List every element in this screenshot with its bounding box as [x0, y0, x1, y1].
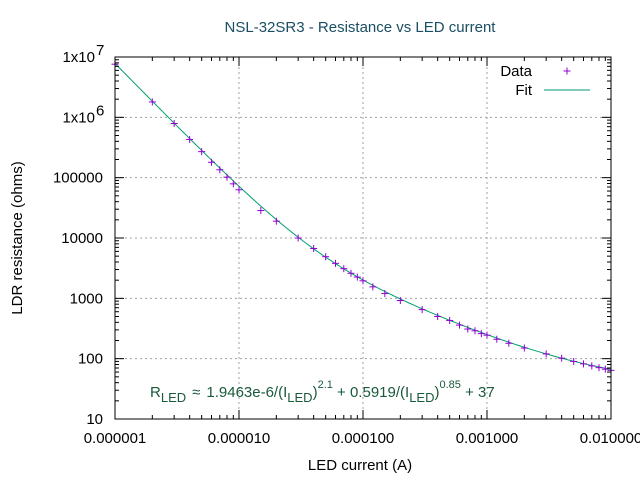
eq-exp2: 0.85 [440, 379, 461, 391]
data-point [471, 327, 479, 335]
data-point [272, 217, 280, 225]
eq-sub1: LED [287, 390, 312, 405]
eq-approx: ≈ [192, 384, 200, 401]
legend-data-marker [563, 67, 571, 75]
data-point [347, 269, 355, 277]
data-point [170, 120, 178, 128]
x-tick-label: 0.000010 [208, 430, 271, 447]
x-axis-label: LED current (A) [308, 457, 412, 474]
data-point [493, 335, 501, 343]
legend: Data Fit [500, 63, 590, 99]
data-point [294, 234, 302, 242]
data-point [310, 244, 318, 252]
data-point [579, 360, 587, 368]
data-point [396, 297, 404, 305]
eq-c1: 1.9463e-6/ [206, 384, 279, 401]
eq-c2: + 0.5919/ [333, 384, 401, 401]
data-point [381, 290, 389, 298]
data-point [322, 253, 330, 261]
y-tick-label-exponent: 7 [96, 42, 104, 59]
fit-equation: RLED ≈1.9463e-6/(ILED)2.1 + 0.5919/(ILED)… [150, 379, 495, 405]
data-point [235, 186, 243, 194]
eq-close2: ) [435, 384, 440, 401]
data-point [595, 364, 603, 372]
y-tick-label: 10000 [61, 230, 103, 247]
eq-r-sub: LED [161, 390, 186, 405]
data-point [588, 362, 596, 370]
grid-lines [115, 57, 611, 419]
data-point [434, 312, 442, 320]
data-point [483, 331, 491, 339]
data-point [186, 135, 194, 143]
data-point [340, 265, 348, 273]
data-point [198, 148, 206, 156]
data-point [464, 325, 472, 333]
data-point [353, 273, 361, 281]
data-point [558, 354, 566, 362]
x-tick-label: 0.001000 [456, 430, 519, 447]
data-point [542, 350, 550, 358]
tick-labels: 0.000001 0.000010 0.000100 0.001000 0.010000… [53, 42, 640, 447]
data-point [369, 283, 377, 291]
x-tick-label: 0.000100 [332, 430, 395, 447]
data-point [359, 277, 367, 285]
data-point [148, 98, 156, 106]
data-point [520, 344, 528, 352]
data-point [223, 173, 231, 181]
eq-open2: (I [400, 384, 409, 401]
x-tick-label: 0.000001 [84, 430, 147, 447]
data-point [570, 357, 578, 365]
eq-r: R [150, 384, 161, 401]
y-tick-label: 10 [86, 411, 103, 428]
eq-close1: ) [313, 384, 318, 401]
y-tick-label: 1x10 [62, 49, 95, 66]
axis-ticks [114, 56, 612, 420]
legend-entry-fit: Fit [515, 82, 532, 99]
data-point [455, 321, 463, 329]
data-point [257, 207, 265, 215]
x-tick-label: 0.010000 [580, 430, 640, 447]
data-point [477, 330, 485, 338]
legend-entry-data: Data [500, 63, 532, 80]
data-point [418, 306, 426, 314]
eq-open1: (I [278, 384, 287, 401]
data-point [601, 365, 609, 373]
y-tick-label: 100 [78, 351, 103, 368]
y-axis-label: LDR resistance (ohms) [9, 161, 26, 314]
y-tick-label: 100000 [53, 170, 103, 187]
eq-c3: + 37 [461, 384, 495, 401]
y-tick-label-exponent: 6 [96, 102, 104, 119]
data-point [207, 158, 215, 166]
data-point [446, 316, 454, 324]
eq-sub2: LED [409, 390, 434, 405]
data-point [331, 259, 339, 267]
eq-exp1: 2.1 [318, 379, 333, 391]
y-tick-label: 1000 [70, 290, 103, 307]
y-tick-label: 1x10 [62, 109, 95, 126]
data-point [216, 166, 224, 174]
data-point [505, 339, 513, 347]
data-point [229, 180, 237, 188]
chart-title: NSL-32SR3 - Resistance vs LED current [225, 19, 497, 36]
